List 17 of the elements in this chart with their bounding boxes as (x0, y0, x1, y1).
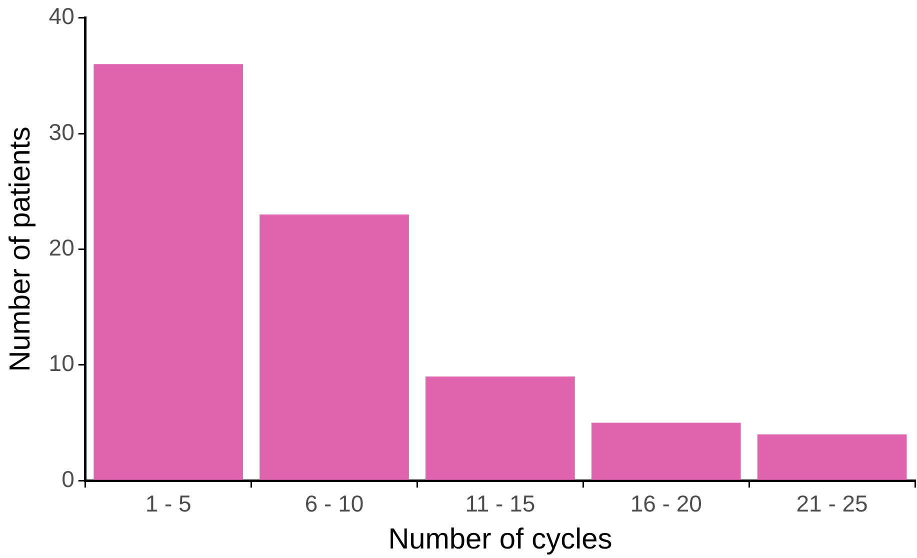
y-tick-label: 40 (48, 3, 74, 30)
bar (426, 376, 575, 480)
y-tick-label: 0 (62, 466, 74, 492)
bar (260, 214, 409, 480)
x-tick-label: 21 - 25 (796, 490, 868, 517)
x-tick-label: 16 - 20 (630, 490, 702, 517)
x-axis-title: Number of cycles (388, 524, 612, 556)
x-tick-label: 6 - 10 (304, 490, 364, 517)
y-tick-label: 10 (48, 350, 74, 376)
bar (757, 434, 907, 480)
y-tick-label: 20 (48, 234, 74, 261)
bar (591, 422, 741, 480)
x-tick-label: 1 - 5 (145, 490, 192, 517)
y-tick-label: 30 (48, 118, 74, 145)
bar (94, 64, 244, 480)
x-tick-label: 11 - 15 (465, 490, 536, 517)
y-axis-title: Number of patients (4, 126, 36, 372)
